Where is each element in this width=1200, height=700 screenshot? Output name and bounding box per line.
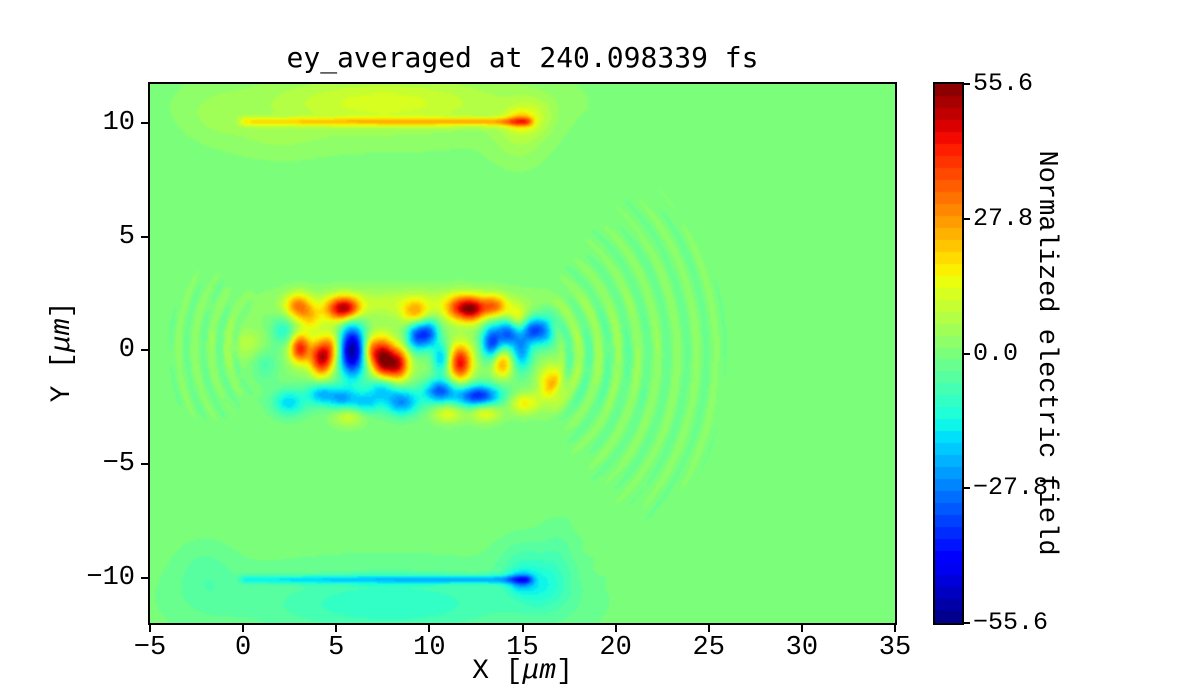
x-tick-mark xyxy=(521,625,524,632)
x-tick-label: 30 xyxy=(785,633,819,663)
x-tick-label: −5 xyxy=(133,633,167,663)
x-tick-mark xyxy=(800,625,803,632)
plot-title: ey_averaged at 240.098339 fs xyxy=(286,41,759,74)
x-tick-mark xyxy=(335,625,338,632)
y-tick-label: 0 xyxy=(118,335,135,366)
x-tick-label: 15 xyxy=(506,633,539,663)
y-tick-label: −10 xyxy=(86,562,135,593)
colorbar-tick-label: 27.8 xyxy=(973,203,1034,233)
colorbar-canvas xyxy=(935,84,962,623)
x-tick-mark xyxy=(149,625,151,632)
x-tick-mark xyxy=(242,625,245,632)
x-axis-label-pre: X [ xyxy=(472,656,523,687)
colorbar-label: Normalized electric field xyxy=(1031,150,1061,556)
y-axis-label: Y [μm] xyxy=(47,301,78,403)
y-tick-label: 5 xyxy=(118,221,135,252)
colorbar-tick-mark xyxy=(964,622,970,624)
y-axis-label-pre: Y [ xyxy=(47,352,78,403)
y-tick-mark xyxy=(141,349,148,352)
y-tick-mark xyxy=(141,121,148,124)
colorbar-tick-label: −27.8 xyxy=(973,473,1049,503)
x-axis-label-post: ] xyxy=(556,656,573,687)
colorbar-tick-label: 55.6 xyxy=(973,69,1034,98)
y-tick-label: −5 xyxy=(102,449,135,480)
x-tick-label: 20 xyxy=(599,633,632,663)
x-tick-mark xyxy=(428,625,431,632)
colorbar-tick-mark xyxy=(964,83,970,85)
x-tick-mark xyxy=(707,625,710,632)
colorbar-tick-label: 0.0 xyxy=(973,338,1019,368)
y-axis-label-mu: μm xyxy=(47,318,78,352)
x-tick-label: 10 xyxy=(413,633,446,663)
x-tick-label: 5 xyxy=(328,633,345,663)
x-axis-label: X [μm] xyxy=(150,655,895,689)
colorbar-tick-mark xyxy=(964,487,970,490)
x-tick-label: 25 xyxy=(692,633,725,663)
y-tick-mark xyxy=(141,463,148,466)
colorbar-tick-mark xyxy=(964,217,970,220)
y-tick-mark xyxy=(141,235,148,238)
x-tick-label: 0 xyxy=(235,633,252,663)
colorbar-tick-label: −55.6 xyxy=(973,608,1049,637)
x-tick-mark xyxy=(614,625,617,632)
x-tick-mark xyxy=(894,625,896,632)
field-heatmap-canvas xyxy=(150,84,895,623)
y-tick-mark xyxy=(141,576,148,579)
y-tick-label: 10 xyxy=(102,107,135,138)
x-tick-label: 35 xyxy=(878,633,912,663)
x-axis-label-mu: μm xyxy=(522,656,557,687)
y-axis-label-post: ] xyxy=(47,301,78,319)
colorbar-tick-mark xyxy=(964,352,970,355)
